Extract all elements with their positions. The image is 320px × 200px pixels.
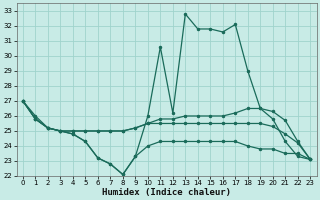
X-axis label: Humidex (Indice chaleur): Humidex (Indice chaleur) bbox=[102, 188, 231, 197]
